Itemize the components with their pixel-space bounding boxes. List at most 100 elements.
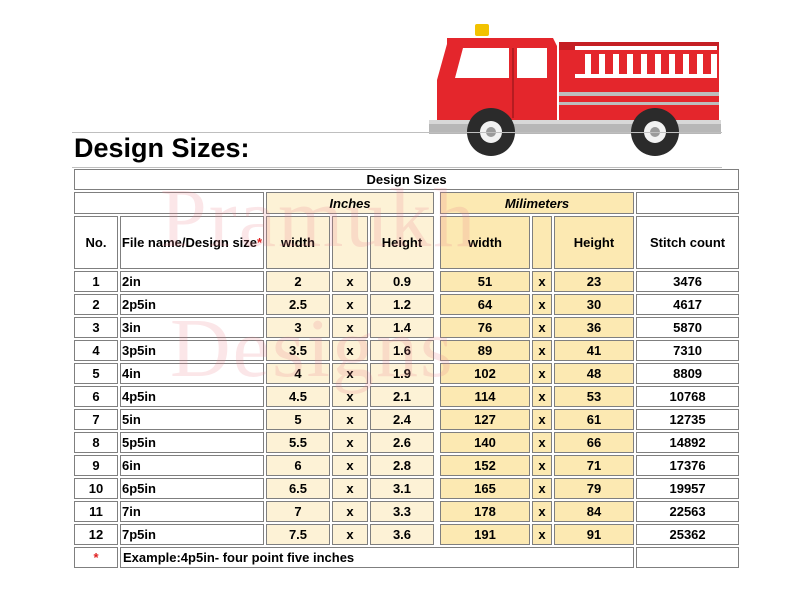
row-inch-width: 5	[266, 409, 330, 430]
row-no: 2	[74, 294, 118, 315]
row-inch-height: 0.9	[370, 271, 434, 292]
row-gap	[436, 317, 438, 338]
row-stitch-count: 8809	[636, 363, 740, 384]
row-file-name: 2p5in	[120, 294, 264, 315]
row-stitch-count: 22563	[636, 501, 740, 522]
col-file-header: File name/Design size*	[120, 216, 264, 269]
row-mm-width: 64	[440, 294, 530, 315]
row-gap	[436, 294, 438, 315]
row-mm-width: 102	[440, 363, 530, 384]
table-row: 4 3p5in 3.5 x 1.6 89 x 41 7310	[74, 340, 740, 361]
row-stitch-count: 12735	[636, 409, 740, 430]
row-gap	[436, 340, 438, 361]
row-inch-height: 2.1	[370, 386, 434, 407]
row-no: 5	[74, 363, 118, 384]
table-row: 12 7p5in 7.5 x 3.6 191 x 91 25362	[74, 524, 740, 545]
row-inch-width: 7.5	[266, 524, 330, 545]
row-stitch-count: 25362	[636, 524, 740, 545]
row-inch-width: 6.5	[266, 478, 330, 499]
row-inch-width: 4	[266, 363, 330, 384]
col-mm-height-header: Height	[554, 216, 634, 269]
table-row: 11 7in 7 x 3.3 178 x 84 22563	[74, 501, 740, 522]
col-inch-height-header: Height	[370, 216, 434, 269]
row-mm-x: x	[532, 317, 552, 338]
row-stitch-count: 14892	[636, 432, 740, 453]
row-inch-x: x	[332, 340, 368, 361]
table-row: 9 6in 6 x 2.8 152 x 71 17376	[74, 455, 740, 476]
row-mm-width: 51	[440, 271, 530, 292]
row-file-name: 4in	[120, 363, 264, 384]
col-no-header: No.	[74, 216, 118, 269]
design-sizes-table: Design Sizes Inches Milimeters No. File …	[72, 167, 741, 570]
row-inch-x: x	[332, 455, 368, 476]
row-gap	[436, 478, 438, 499]
row-inch-x: x	[332, 501, 368, 522]
table-row: 2 2p5in 2.5 x 1.2 64 x 30 4617	[74, 294, 740, 315]
row-no: 10	[74, 478, 118, 499]
row-gap	[436, 455, 438, 476]
row-mm-x: x	[532, 524, 552, 545]
row-mm-width: 127	[440, 409, 530, 430]
row-mm-x: x	[532, 271, 552, 292]
row-mm-width: 191	[440, 524, 530, 545]
table-row: 6 4p5in 4.5 x 2.1 114 x 53 10768	[74, 386, 740, 407]
row-mm-x: x	[532, 340, 552, 361]
row-inch-width: 2.5	[266, 294, 330, 315]
row-gap	[436, 363, 438, 384]
row-inch-width: 3	[266, 317, 330, 338]
row-no: 11	[74, 501, 118, 522]
row-inch-width: 7	[266, 501, 330, 522]
row-mm-height: 61	[554, 409, 634, 430]
row-file-name: 3p5in	[120, 340, 264, 361]
row-inch-height: 1.4	[370, 317, 434, 338]
row-mm-height: 53	[554, 386, 634, 407]
row-mm-width: 152	[440, 455, 530, 476]
page-title: Design Sizes:	[74, 133, 250, 163]
row-no: 4	[74, 340, 118, 361]
row-inch-x: x	[332, 271, 368, 292]
row-no: 12	[74, 524, 118, 545]
row-mm-height: 41	[554, 340, 634, 361]
col-mm-width-header: width	[440, 216, 530, 269]
table-row: 8 5p5in 5.5 x 2.6 140 x 66 14892	[74, 432, 740, 453]
row-stitch-count: 4617	[636, 294, 740, 315]
row-stitch-count: 5870	[636, 317, 740, 338]
row-inch-height: 2.6	[370, 432, 434, 453]
row-inch-x: x	[332, 478, 368, 499]
row-no: 1	[74, 271, 118, 292]
col-file-label: File name/Design size	[121, 235, 258, 250]
row-file-name: 7in	[120, 501, 264, 522]
group-inches: Inches	[266, 192, 434, 214]
row-gap	[436, 386, 438, 407]
row-inch-x: x	[332, 386, 368, 407]
row-file-name: 2in	[120, 271, 264, 292]
row-mm-height: 79	[554, 478, 634, 499]
row-inch-height: 3.1	[370, 478, 434, 499]
row-mm-height: 66	[554, 432, 634, 453]
col-file-star: *	[257, 235, 263, 250]
row-inch-x: x	[332, 317, 368, 338]
row-no: 9	[74, 455, 118, 476]
footnote-star: *	[74, 547, 118, 568]
row-inch-x: x	[332, 524, 368, 545]
row-mm-width: 178	[440, 501, 530, 522]
row-gap	[436, 432, 438, 453]
row-mm-x: x	[532, 409, 552, 430]
row-mm-x: x	[532, 501, 552, 522]
row-inch-x: x	[332, 363, 368, 384]
row-inch-height: 3.3	[370, 501, 434, 522]
row-mm-width: 89	[440, 340, 530, 361]
row-mm-height: 30	[554, 294, 634, 315]
row-inch-width: 2	[266, 271, 330, 292]
table-body: 1 2in 2 x 0.9 51 x 23 3476 2 2p5in 2.5 x 1.2 64 x 30 4617…	[74, 271, 740, 545]
col-inch-x-header	[332, 216, 368, 269]
row-file-name: 5p5in	[120, 432, 264, 453]
row-stitch-count: 3476	[636, 271, 740, 292]
row-inch-height: 2.4	[370, 409, 434, 430]
row-file-name: 5in	[120, 409, 264, 430]
row-inch-height: 2.8	[370, 455, 434, 476]
group-spacer	[74, 192, 264, 214]
col-stitch-header: Stitch count	[636, 216, 740, 269]
table-row: 1 2in 2 x 0.9 51 x 23 3476	[74, 271, 740, 292]
row-mm-x: x	[532, 386, 552, 407]
